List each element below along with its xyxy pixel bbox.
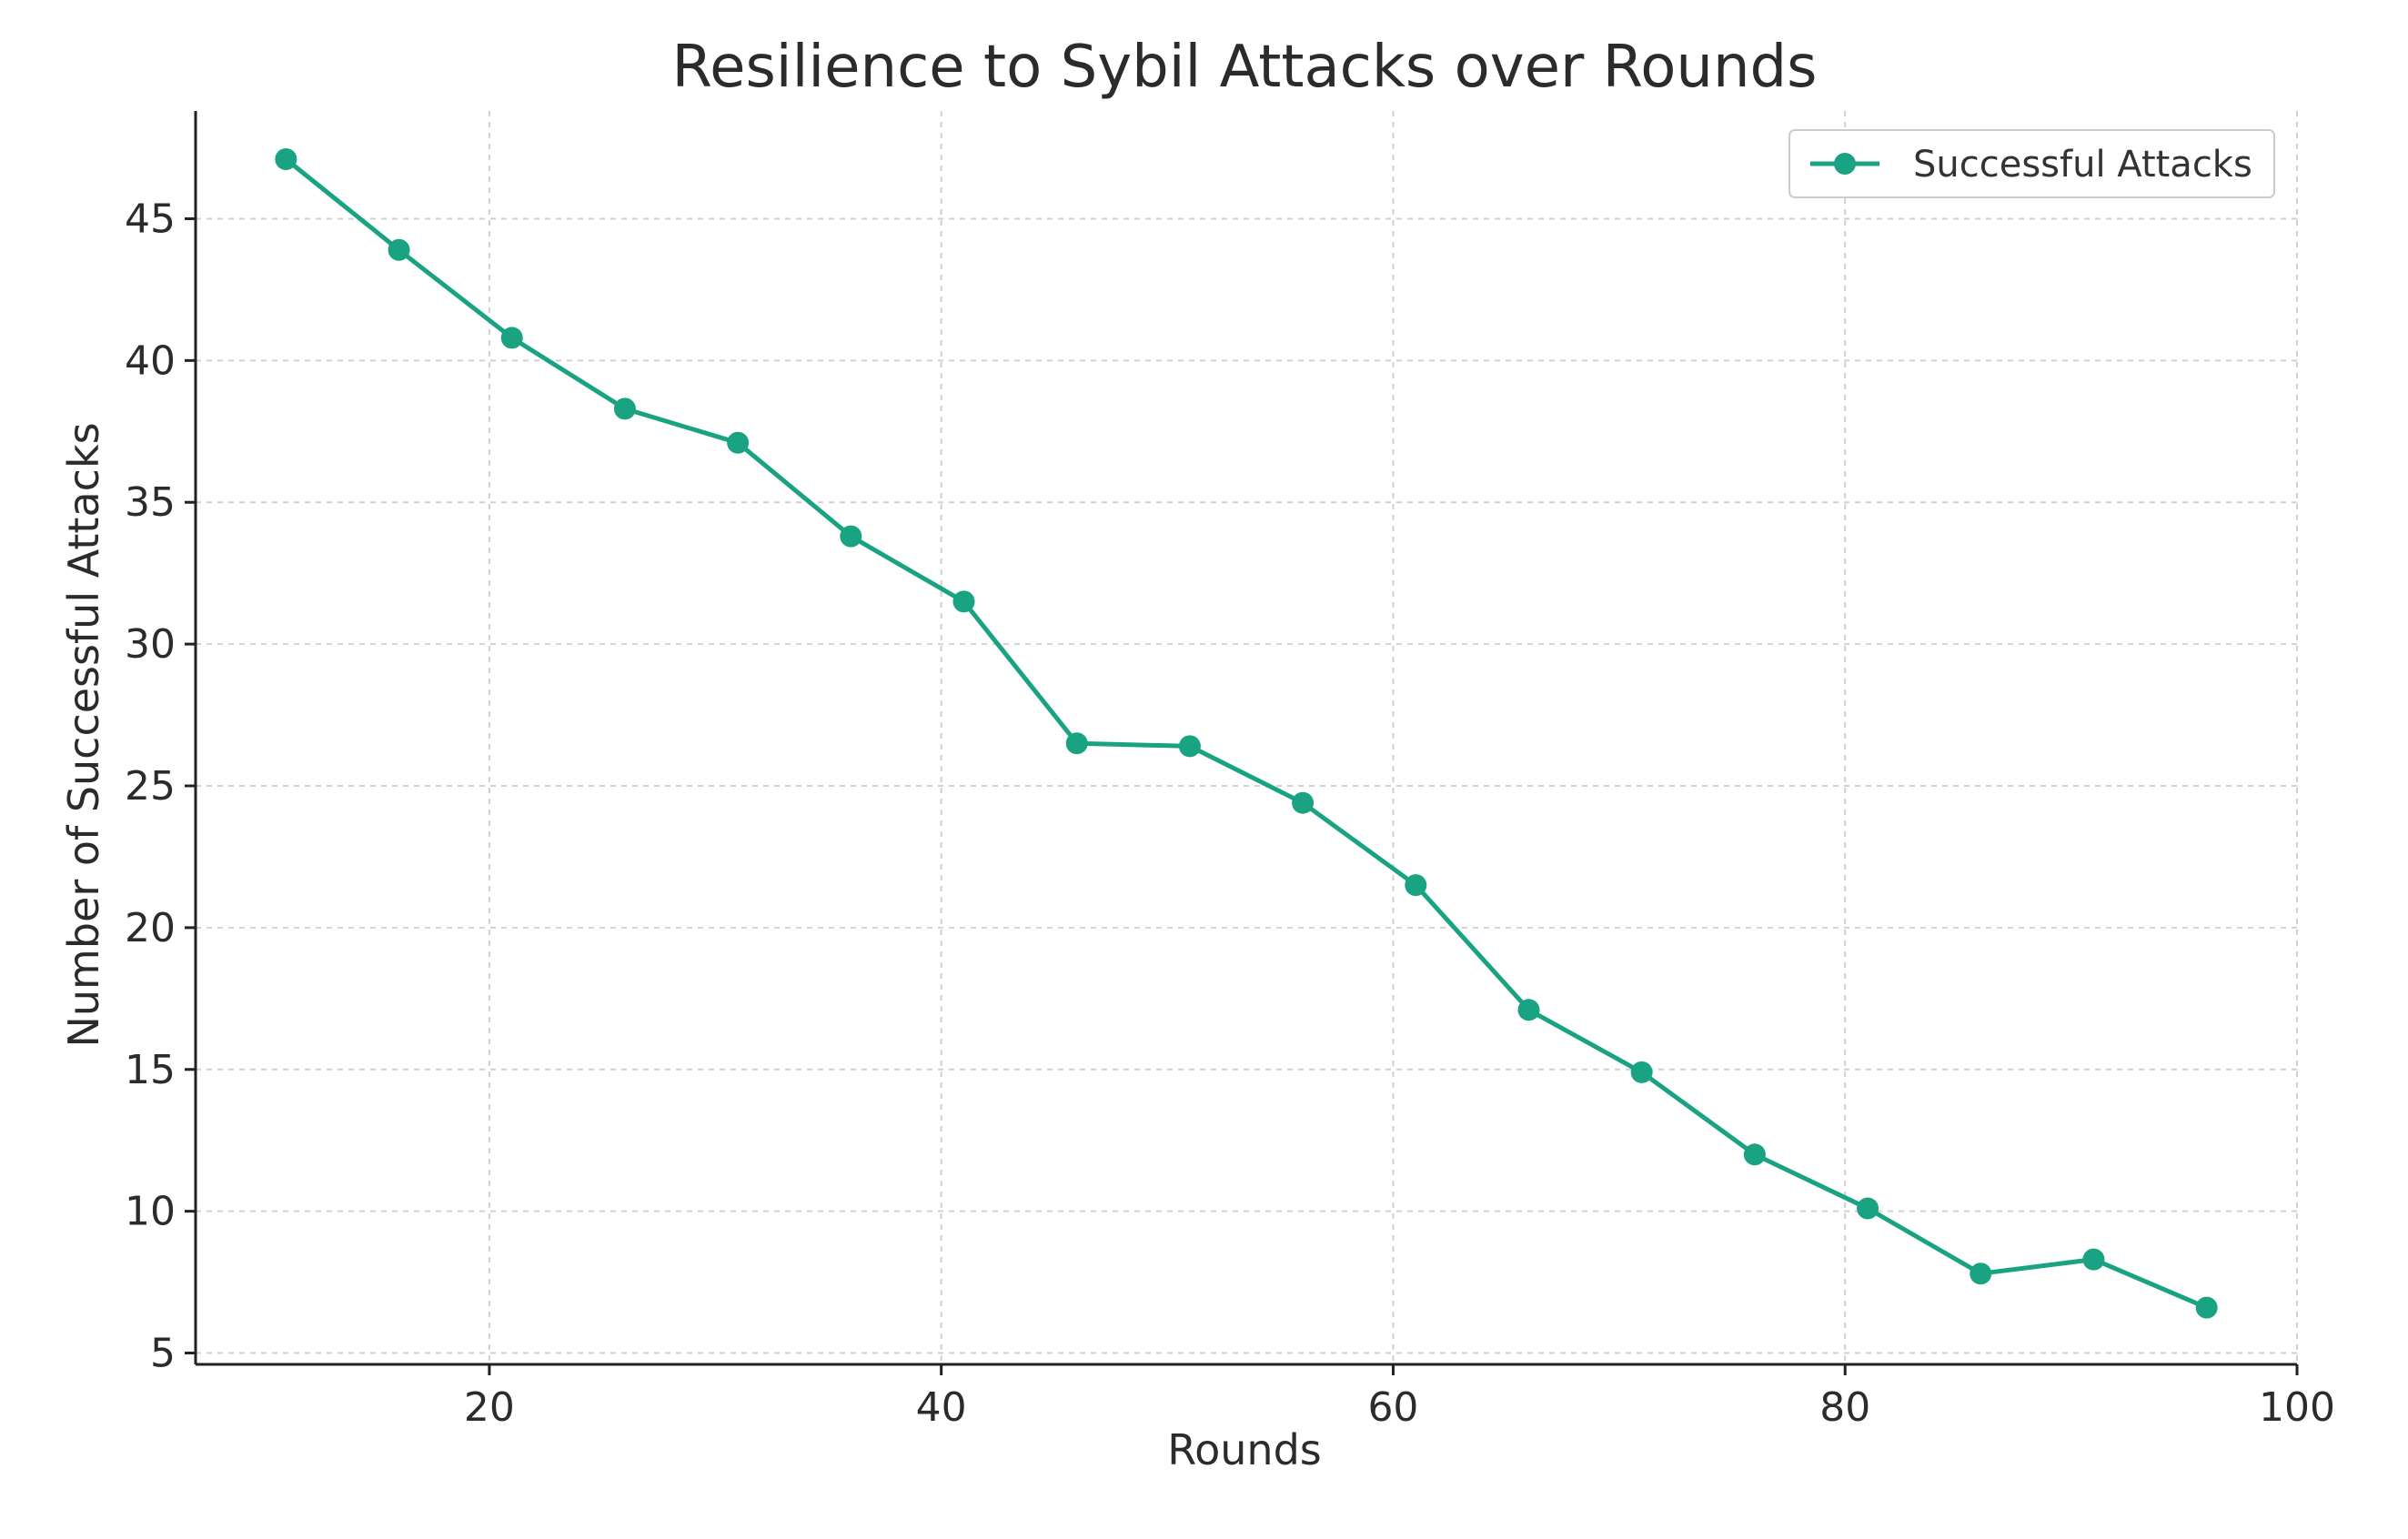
y-tick-label: 20 [125, 905, 176, 951]
data-point [1517, 999, 1540, 1021]
x-tick-label: 20 [464, 1384, 515, 1431]
x-tick-label: 40 [916, 1384, 967, 1431]
x-tick-label: 60 [1367, 1384, 1418, 1431]
data-point [1970, 1262, 1992, 1285]
axes [194, 111, 2297, 1366]
legend-box [1788, 129, 2275, 198]
grid-lines [196, 111, 2298, 1364]
data-point [1405, 874, 1427, 897]
chart-title: Resilience to Sybil Attacks over Rounds [671, 34, 1817, 101]
y-tick-label: 30 [125, 621, 176, 668]
data-point [1178, 735, 1201, 758]
data-point [2082, 1248, 2105, 1271]
legend-series-marker [1834, 153, 1856, 175]
data-point [1292, 791, 1315, 814]
data-point [952, 590, 975, 613]
y-tick-label: 45 [125, 196, 176, 242]
series-line [283, 156, 2210, 1311]
legend-series-label: Successful Attacks [1913, 144, 2252, 186]
data-point [275, 148, 297, 170]
data-point [2195, 1296, 2218, 1319]
data-point [1857, 1197, 1879, 1220]
y-tick-label: 10 [125, 1189, 176, 1235]
y-tick-label: 40 [125, 337, 176, 384]
y-tick-label: 5 [150, 1331, 176, 1377]
y-tick-label: 35 [125, 479, 176, 526]
data-point [1065, 732, 1088, 755]
tick-labels: 20 40 60 80 100 5 10 15 20 25 30 35 40 45 [125, 196, 2335, 1431]
y-tick-label: 25 [125, 763, 176, 810]
data-point [727, 431, 750, 454]
y-axis-label: Number of Successful Attacks [59, 422, 108, 1047]
data-point [840, 525, 862, 548]
data-point [1630, 1061, 1653, 1083]
x-tick-label: 100 [2259, 1384, 2335, 1431]
data-point [613, 397, 636, 420]
legend: Successful Attacks [1788, 129, 2275, 198]
data-point [500, 327, 523, 349]
data-point [1743, 1143, 1766, 1166]
x-tick-label: 80 [1819, 1384, 1870, 1431]
x-axis-label: Rounds [1167, 1425, 1322, 1474]
series [275, 148, 2218, 1319]
data-point [388, 238, 410, 261]
y-tick-label: 15 [125, 1047, 176, 1093]
